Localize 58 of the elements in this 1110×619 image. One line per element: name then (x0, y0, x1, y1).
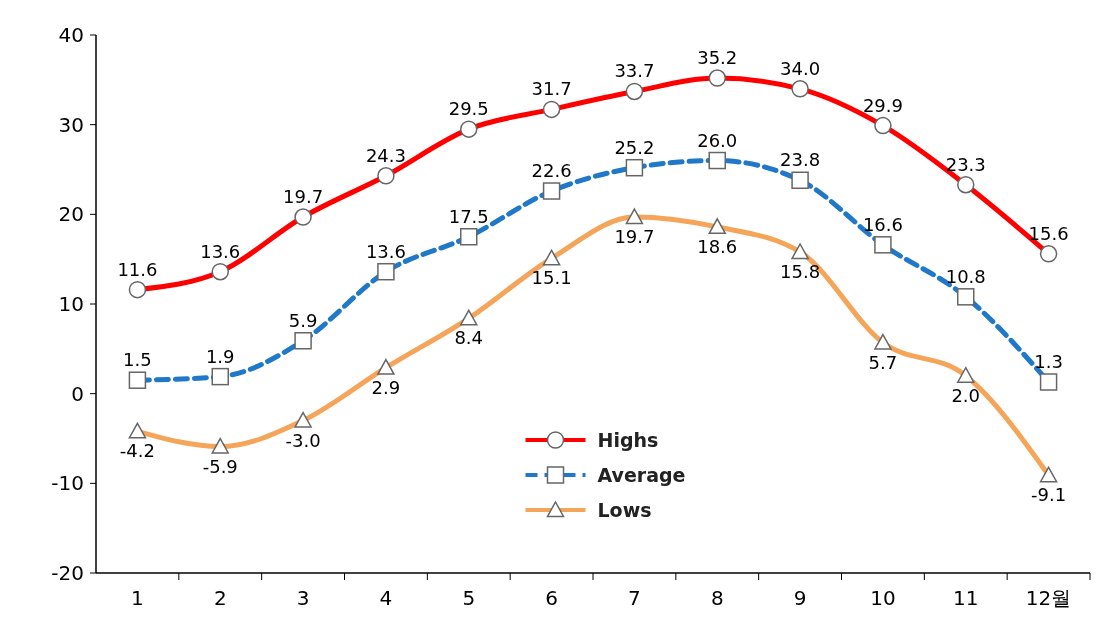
x-tick-label: 11 (953, 586, 979, 610)
x-tick-label: 2 (213, 586, 227, 610)
data-label: 15.1 (531, 267, 572, 289)
data-label: 10.8 (945, 265, 986, 287)
legend-label: Lows (597, 498, 652, 521)
data-label: 19.7 (283, 186, 324, 208)
data-label: 5.7 (868, 351, 898, 373)
data-label: 31.7 (531, 78, 572, 100)
data-label: 23.3 (945, 153, 986, 175)
data-label: 2.9 (371, 376, 401, 398)
data-label: 15.8 (780, 260, 821, 282)
y-tick-label: 30 (58, 112, 84, 137)
x-tick-label: 7 (628, 586, 641, 610)
data-label: 33.7 (614, 60, 655, 82)
data-label: 15.6 (1028, 222, 1069, 244)
data-label: 13.6 (200, 240, 241, 262)
y-tick-label: -10 (51, 471, 84, 496)
data-label: -3.0 (285, 429, 321, 451)
data-label: 1.3 (1034, 351, 1063, 373)
data-label: 24.3 (365, 144, 406, 166)
x-tick-label: 6 (545, 586, 558, 610)
y-tick-label: 0 (71, 381, 84, 406)
data-label: 18.6 (697, 235, 738, 257)
data-label: 1.5 (123, 349, 152, 371)
data-label: -4.2 (119, 440, 155, 462)
data-label: 34.0 (780, 57, 821, 79)
data-label: 5.9 (288, 309, 318, 331)
data-label: 13.6 (365, 240, 406, 262)
y-tick-label: 20 (58, 202, 84, 227)
data-label: 26.0 (697, 129, 738, 151)
data-label: 17.5 (448, 205, 489, 227)
data-label: 11.6 (117, 258, 158, 280)
legend-label: Highs (597, 428, 659, 451)
x-tick-label: 3 (296, 586, 310, 610)
data-label: -9.1 (1031, 484, 1067, 506)
y-tick-label: -20 (51, 561, 84, 585)
data-label: 22.6 (531, 160, 572, 182)
y-tick-label: 10 (58, 292, 84, 316)
y-tick-label: 40 (58, 23, 84, 47)
data-label: 35.2 (697, 47, 738, 69)
data-label: 19.7 (614, 226, 655, 248)
x-tick-label: 1 (131, 586, 144, 610)
data-label: 29.9 (862, 94, 903, 116)
data-label: 2.0 (951, 384, 981, 406)
x-tick-label: 9 (793, 586, 807, 610)
data-label: 16.6 (862, 213, 903, 235)
legend-label: Average (597, 463, 686, 486)
x-tick-label: 5 (462, 586, 476, 610)
data-label: 23.8 (780, 149, 821, 171)
x-tick-label: 4 (379, 586, 393, 610)
x-tick-label: 12월 (1025, 586, 1072, 610)
x-tick-label: 10 (870, 586, 896, 610)
x-tick-label: 8 (710, 586, 724, 610)
data-label: -5.9 (202, 455, 238, 477)
data-label: 8.4 (454, 327, 484, 349)
data-label: 1.9 (205, 345, 235, 367)
data-label: 29.5 (448, 98, 489, 120)
data-label: 25.2 (614, 136, 655, 158)
